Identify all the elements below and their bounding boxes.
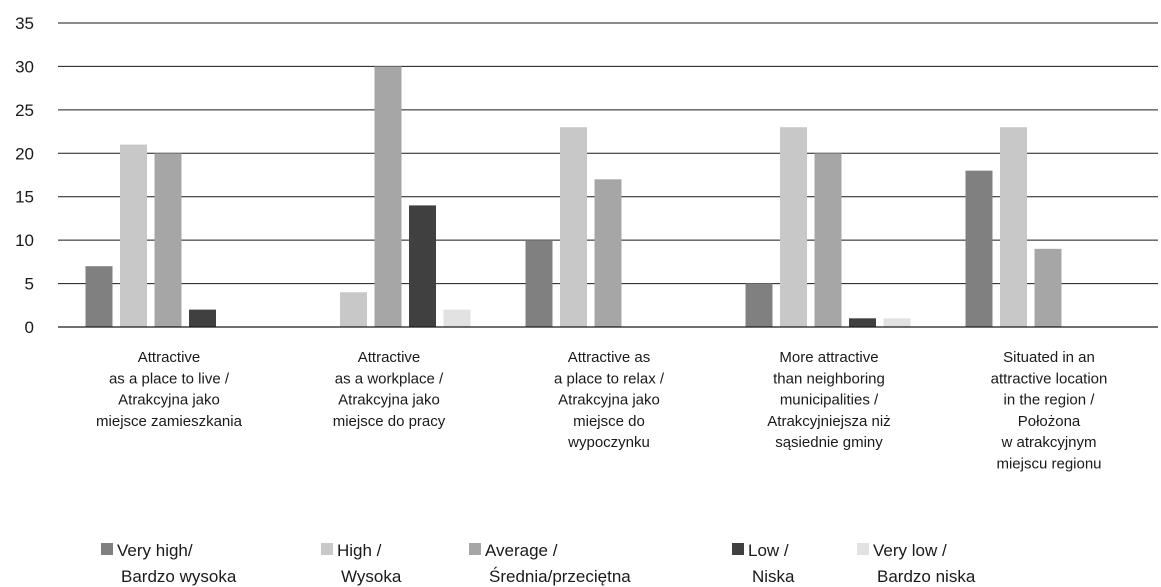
bar-series2-cat1 [374, 66, 402, 327]
legend-label: Average / Średnia/przeciętna [485, 541, 631, 586]
bar-series1-cat4 [1000, 127, 1027, 327]
bar-series0-cat4 [965, 170, 993, 327]
y-tick-label: 35 [15, 14, 34, 33]
legend-swatch [857, 543, 869, 555]
bar-series0-cat2 [525, 240, 553, 327]
y-axis-tick-labels: 0 5 10 15 20 25 30 35 [15, 14, 34, 337]
category-labels: Attractive as a place to live / Atrakcyjna… [96, 349, 1107, 473]
bar-series0-cat3 [745, 283, 773, 327]
category-label: Situated in an attractive location in the … [991, 349, 1108, 473]
bar-series2-cat2 [594, 179, 622, 327]
legend-label: High / Wysoka [337, 541, 402, 586]
y-tick-label: 20 [15, 144, 34, 163]
y-tick-label: 10 [15, 231, 34, 250]
legend-item: Average / Średnia/przeciętna [469, 541, 631, 586]
legend-item: Low / Niska [732, 541, 795, 586]
y-tick-label: 25 [15, 101, 34, 120]
legend-swatch [101, 543, 113, 555]
category-label: Attractive as a workplace / Atrakcyjna jak… [333, 349, 446, 430]
category-label: Attractive as a place to relax / Atrakcyjn… [554, 349, 665, 451]
bar-series0-cat0 [85, 266, 113, 327]
legend-swatch [732, 543, 744, 555]
y-tick-label: 15 [15, 188, 34, 207]
legend-item: Very high/Bardzo wysoka [101, 541, 237, 586]
bar-series1-cat2 [560, 127, 587, 327]
category-label: More attractive than neighboring municipal… [767, 349, 890, 451]
bar-series3-cat0 [189, 309, 216, 327]
bar-series4-cat3 [883, 318, 911, 327]
legend-label: Low / Niska [748, 541, 795, 586]
bar-series2-cat4 [1034, 248, 1062, 327]
bar-series1-cat1 [340, 292, 367, 327]
bar-series1-cat3 [780, 127, 807, 327]
bar-series1-cat0 [120, 144, 147, 327]
category-label: Attractive as a place to live / Atrakcyjna… [96, 349, 243, 430]
legend-item: Very low / Bardzo niska [857, 541, 976, 586]
y-tick-label: 5 [25, 275, 34, 294]
bar-series2-cat3 [814, 153, 842, 327]
bar-series2-cat0 [154, 153, 182, 327]
bar-series3-cat1 [409, 205, 436, 327]
bar-series3-cat3 [849, 318, 876, 327]
y-tick-label: 30 [15, 57, 34, 76]
legend: Very high/Bardzo wysoka High / Wysoka Avera… [101, 541, 976, 586]
bars [85, 66, 1062, 327]
legend-label: Very low / Bardzo niska [873, 541, 976, 586]
legend-item: High / Wysoka [321, 541, 402, 586]
legend-label: Very high/Bardzo wysoka [117, 541, 237, 586]
legend-swatch [469, 543, 481, 555]
bar-series4-cat1 [443, 309, 471, 327]
legend-swatch [321, 543, 333, 555]
y-tick-label: 0 [25, 318, 34, 337]
